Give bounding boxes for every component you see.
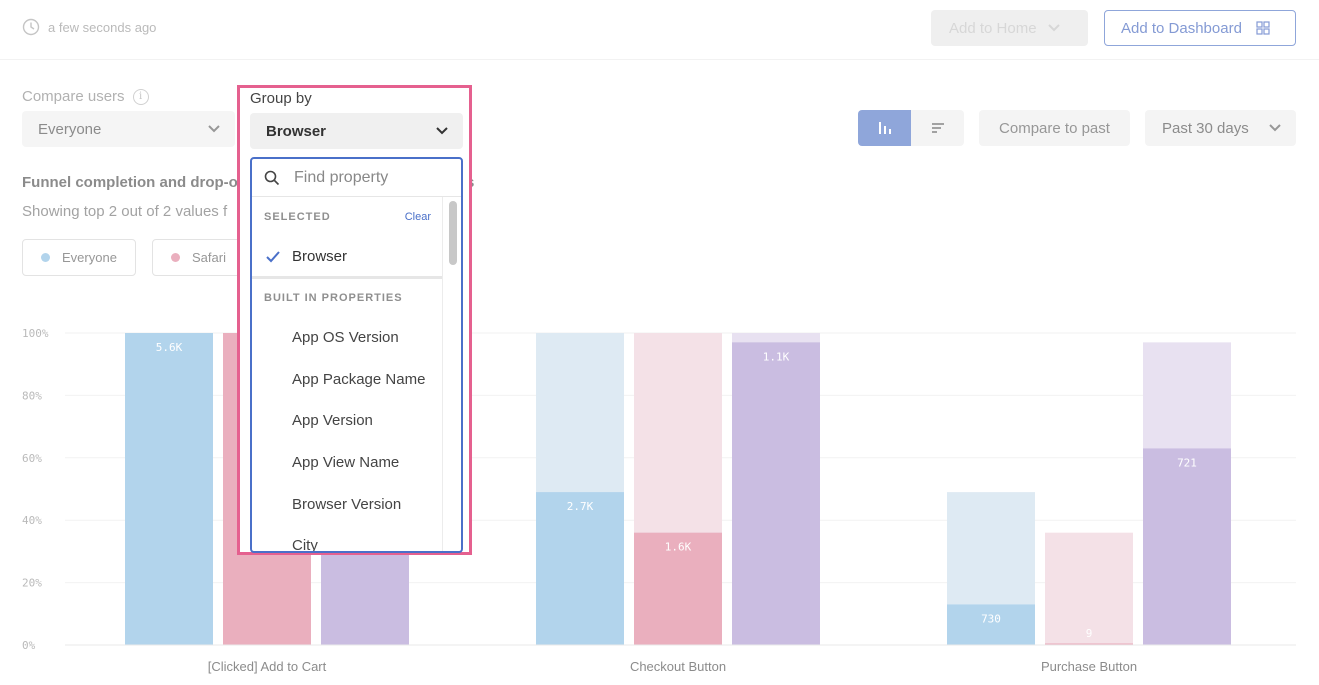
bar-conversion [1045,643,1133,645]
group-by-panel: Group by Browser SELECTED Clear Browser … [237,85,472,555]
builtin-section-heading: BUILT IN PROPERTIES [264,292,403,304]
bar-conversion [947,604,1035,645]
view-toggle [858,110,964,146]
compare-users-label: Compare users i [22,88,149,105]
legend-label: Everyone [62,250,117,265]
compare-users-value: Everyone [38,120,102,138]
clear-link[interactable]: Clear [404,211,431,223]
bar-value-label: 721 [1177,456,1197,469]
funnel-chart: 100% 80% 60% 40% 20% 0% 5.6K [Clicked] Add to C… [22,327,1296,674]
bar-view-button[interactable] [858,110,911,146]
bar-value-label: 1.1K [763,350,790,363]
funnel-title: Funnel completion and drop-off f [22,174,257,191]
bar-value-label: 9 [1086,627,1093,640]
y-tick-label: 40% [22,514,42,527]
property-item[interactable]: App View Name [292,454,400,472]
bar-chart-icon [878,122,891,134]
group-by-value: Browser [266,122,327,140]
bar-dropoff [1045,532,1133,645]
legend-dot [41,253,50,262]
legend-dot [171,253,180,262]
compare-to-past-button[interactable]: Compare to past [979,110,1130,146]
property-item[interactable]: App OS Version [292,329,399,347]
y-tick-label: 60% [22,452,42,465]
property-item[interactable]: App Version [292,412,373,430]
selected-heading-text: SELECTED [264,211,331,223]
date-range-select[interactable]: Past 30 days [1145,110,1296,146]
bar-conversion [125,333,213,645]
scrollbar-thumb[interactable] [449,201,457,265]
property-item[interactable]: App Package Name [292,370,426,388]
bar-conversion [536,492,624,645]
add-to-home-button[interactable]: Add to Home [931,10,1088,46]
chevron-down-icon [436,127,448,135]
list-view-button[interactable] [911,110,964,146]
x-category-label: Purchase Button [1041,659,1137,674]
property-dropdown: SELECTED Clear Browser BUILT IN PROPERTI… [250,157,463,553]
y-tick-label: 100% [22,327,49,340]
search-icon [264,170,280,185]
last-updated: a few seconds ago [22,18,156,36]
bar-value-label: 730 [981,612,1001,625]
selected-property-label: Browser [292,248,348,265]
add-to-home-label: Add to Home [949,19,1037,37]
bar-conversion [1143,448,1231,645]
chevron-down-icon [208,125,220,133]
bar-value-label: 5.6K [156,341,183,354]
bar-conversion [732,342,820,645]
check-icon [266,250,280,262]
date-range-value: Past 30 days [1162,119,1249,137]
legend-chip-everyone[interactable]: Everyone [22,239,136,276]
clock-icon [22,18,40,36]
y-tick-label: 80% [22,389,42,402]
compare-users-select[interactable]: Everyone [22,111,235,147]
group-by-select[interactable]: Browser [250,113,463,149]
bar-value-label: 1.6K [665,541,692,554]
group-by-label: Group by [250,90,312,107]
selected-property-item[interactable]: Browser [252,237,443,279]
property-item[interactable]: City [292,537,318,553]
compare-users-text: Compare users [22,88,125,105]
chevron-down-icon [1269,124,1281,132]
y-tick-label: 0% [22,639,36,652]
bar-conversion [634,532,722,645]
selected-section-heading: SELECTED Clear [252,197,461,237]
grid-icon [1256,21,1270,35]
search-row [252,159,461,197]
scroll-track [442,197,443,551]
add-to-dashboard-label: Add to Dashboard [1121,19,1242,37]
x-category-label: [Clicked] Add to Cart [208,659,327,674]
add-to-dashboard-button[interactable]: Add to Dashboard [1104,10,1296,46]
bar-value-label: 2.7K [567,500,594,513]
top-bar: a few seconds ago Add to Home Add to Das… [0,0,1319,60]
find-property-input[interactable] [294,168,444,187]
legend-label: Safari [192,250,226,265]
y-tick-label: 20% [22,577,42,590]
info-icon[interactable]: i [132,88,149,105]
funnel-subtitle: Showing top 2 out of 2 values f [22,203,228,220]
chevron-down-icon [1047,24,1060,32]
x-category-label: Checkout Button [630,659,726,674]
timestamp-text: a few seconds ago [48,19,157,35]
sort-lines-icon [931,123,944,133]
property-item[interactable]: Browser Version [292,495,402,513]
